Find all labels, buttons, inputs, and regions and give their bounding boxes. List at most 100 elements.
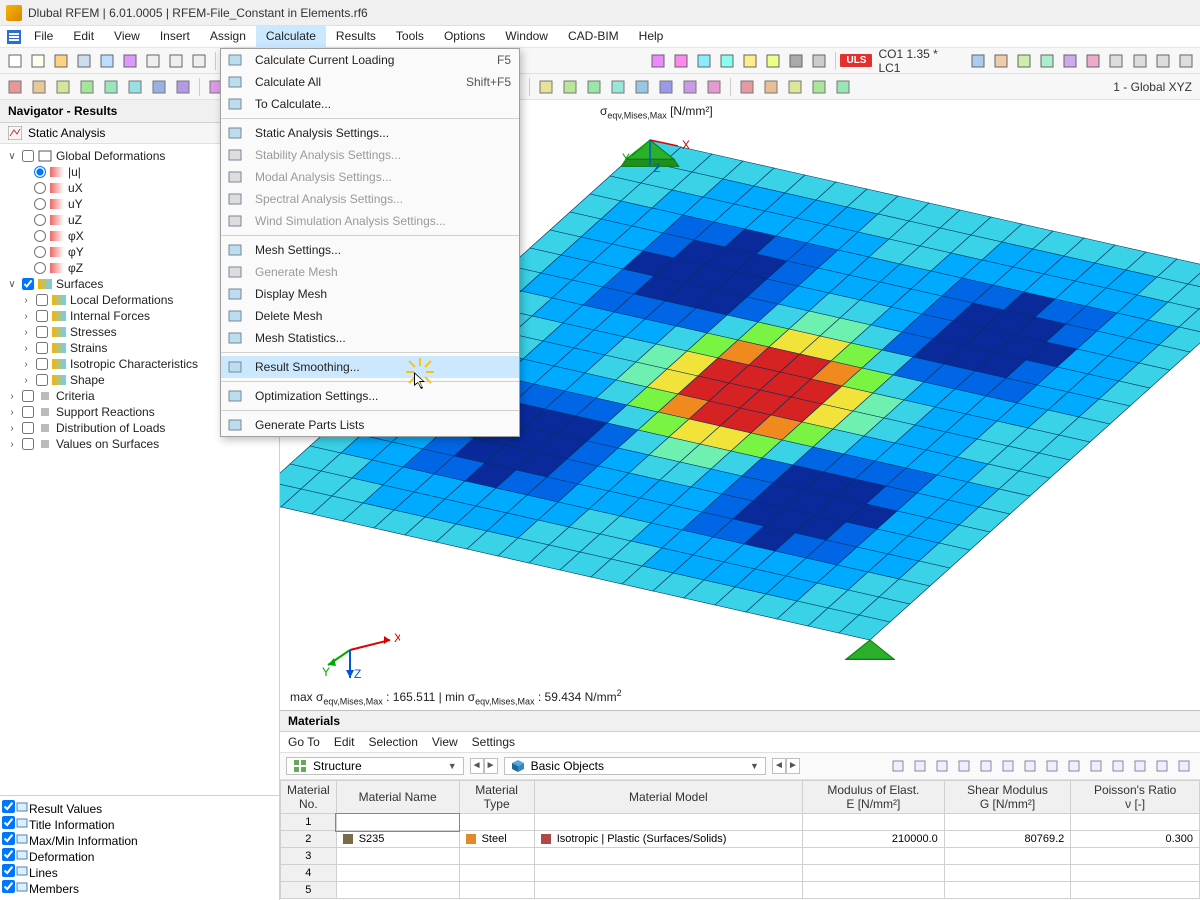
modulus-cell[interactable]: [802, 865, 944, 882]
column-header[interactable]: Modulus of Elast.E [N/mm²]: [802, 781, 944, 814]
materials-toolbar-button[interactable]: [1086, 756, 1106, 776]
tree-label[interactable]: Local Deformations: [70, 293, 173, 307]
column-header[interactable]: MaterialNo.: [281, 781, 337, 814]
toolbar-button[interactable]: [100, 76, 122, 98]
tree-label[interactable]: Criteria: [56, 389, 95, 403]
toolbar-button[interactable]: [739, 50, 760, 72]
load-combo[interactable]: CO1 1.35 * LC1: [874, 47, 963, 75]
toolbar-button[interactable]: [1152, 50, 1173, 72]
tree-label[interactable]: Distribution of Loads: [56, 421, 165, 435]
shear-cell[interactable]: [944, 814, 1071, 831]
tree-checkbox[interactable]: [2, 848, 15, 861]
material-type-cell[interactable]: [459, 882, 534, 899]
toolbar-button[interactable]: [808, 50, 829, 72]
toolbar-button[interactable]: [1037, 50, 1058, 72]
modulus-cell[interactable]: [802, 814, 944, 831]
materials-toolbar-button[interactable]: [1152, 756, 1172, 776]
toolbar-button[interactable]: [148, 76, 170, 98]
menu-item[interactable]: Result Smoothing...: [221, 356, 519, 378]
toolbar-button[interactable]: [535, 76, 557, 98]
materials-toolbar-button[interactable]: [976, 756, 996, 776]
tree-radio[interactable]: [34, 214, 46, 226]
menu-item[interactable]: Generate Parts Lists: [221, 414, 519, 436]
menu-item[interactable]: Mesh Statistics...: [221, 327, 519, 349]
tree-label[interactable]: Global Deformations: [56, 149, 165, 163]
menu-results[interactable]: Results: [326, 26, 386, 47]
material-model-cell[interactable]: [534, 865, 802, 882]
tree-checkbox[interactable]: [36, 342, 48, 354]
toolbar-button[interactable]: [27, 50, 48, 72]
poisson-cell[interactable]: [1071, 865, 1200, 882]
menu-file[interactable]: File: [24, 26, 63, 47]
toolbar-button[interactable]: [991, 50, 1012, 72]
tree-label[interactable]: Max/Min Information: [29, 834, 138, 848]
expand-icon[interactable]: ›: [20, 311, 32, 322]
expand-icon[interactable]: ›: [6, 423, 18, 434]
materials-toolbar-button[interactable]: [1174, 756, 1194, 776]
tree-label[interactable]: Strains: [70, 341, 107, 355]
next-arrow[interactable]: ►: [484, 758, 498, 774]
next-arrow[interactable]: ►: [786, 758, 800, 774]
toolbar-button[interactable]: [76, 76, 98, 98]
material-model-cell[interactable]: Isotropic | Plastic (Surfaces/Solids): [534, 831, 802, 848]
tree-label[interactable]: Title Information: [29, 818, 115, 832]
materials-toolbar-button[interactable]: [954, 756, 974, 776]
expand-icon[interactable]: ›: [20, 295, 32, 306]
column-header[interactable]: Material Model: [534, 781, 802, 814]
materials-toolbar-button[interactable]: [910, 756, 930, 776]
material-type-cell[interactable]: [459, 814, 534, 831]
column-header[interactable]: MaterialType: [459, 781, 534, 814]
shear-cell[interactable]: [944, 865, 1071, 882]
toolbar-button[interactable]: [50, 50, 71, 72]
tree-label[interactable]: Stresses: [70, 325, 117, 339]
tree-label[interactable]: Lines: [29, 866, 58, 880]
toolbar-button[interactable]: [124, 76, 146, 98]
column-header[interactable]: Material Name: [336, 781, 459, 814]
toolbar-button[interactable]: [716, 50, 737, 72]
coord-system-combo[interactable]: 1 - Global XYZ: [1109, 80, 1196, 94]
tree-checkbox[interactable]: [22, 422, 34, 434]
tree-label[interactable]: Isotropic Characteristics: [70, 357, 198, 371]
objects-combo[interactable]: Basic Objects ▼: [504, 757, 766, 775]
toolbar-button[interactable]: [1175, 50, 1196, 72]
toolbar-button[interactable]: [583, 76, 605, 98]
toolbar-button[interactable]: [28, 76, 50, 98]
materials-toolbar-button[interactable]: [1042, 756, 1062, 776]
tree-checkbox[interactable]: [2, 864, 15, 877]
material-name-cell[interactable]: [336, 865, 459, 882]
material-type-cell[interactable]: [459, 848, 534, 865]
materials-toolbar-button[interactable]: [1020, 756, 1040, 776]
tree-label[interactable]: Shape: [70, 373, 105, 387]
poisson-cell[interactable]: [1071, 882, 1200, 899]
materials-toolbar-button[interactable]: [1108, 756, 1128, 776]
toolbar-button[interactable]: [559, 76, 581, 98]
toolbar-button[interactable]: [808, 76, 830, 98]
poisson-cell[interactable]: [1071, 848, 1200, 865]
toolbar-button[interactable]: [655, 76, 677, 98]
materials-toolbar-button[interactable]: [932, 756, 952, 776]
menu-options[interactable]: Options: [434, 26, 495, 47]
expand-icon[interactable]: ›: [20, 375, 32, 386]
expand-icon[interactable]: ›: [6, 391, 18, 402]
row-number[interactable]: 4: [281, 865, 337, 882]
menu-item[interactable]: Mesh Settings...: [221, 239, 519, 261]
expand-icon[interactable]: ∨: [6, 151, 18, 162]
tree-label[interactable]: Deformation: [29, 850, 94, 864]
menu-item[interactable]: Display Mesh: [221, 283, 519, 305]
menu-item[interactable]: To Calculate...: [221, 93, 519, 115]
tree-label[interactable]: Values on Surfaces: [56, 437, 159, 451]
menu-item[interactable]: Calculate Current LoadingF5: [221, 49, 519, 71]
materials-menu-item[interactable]: Edit: [334, 735, 355, 749]
column-header[interactable]: Shear ModulusG [N/mm²]: [944, 781, 1071, 814]
tree-label[interactable]: φX: [68, 229, 84, 243]
material-name-cell[interactable]: S235: [336, 831, 459, 848]
expand-icon[interactable]: ∨: [6, 279, 18, 290]
row-number[interactable]: 2: [281, 831, 337, 848]
toolbar-button[interactable]: [670, 50, 691, 72]
menu-window[interactable]: Window: [495, 26, 558, 47]
shear-cell[interactable]: [944, 882, 1071, 899]
tree-label[interactable]: Surfaces: [56, 277, 103, 291]
material-model-cell[interactable]: [534, 882, 802, 899]
menu-item[interactable]: Optimization Settings...: [221, 385, 519, 407]
tree-label[interactable]: Internal Forces: [70, 309, 150, 323]
